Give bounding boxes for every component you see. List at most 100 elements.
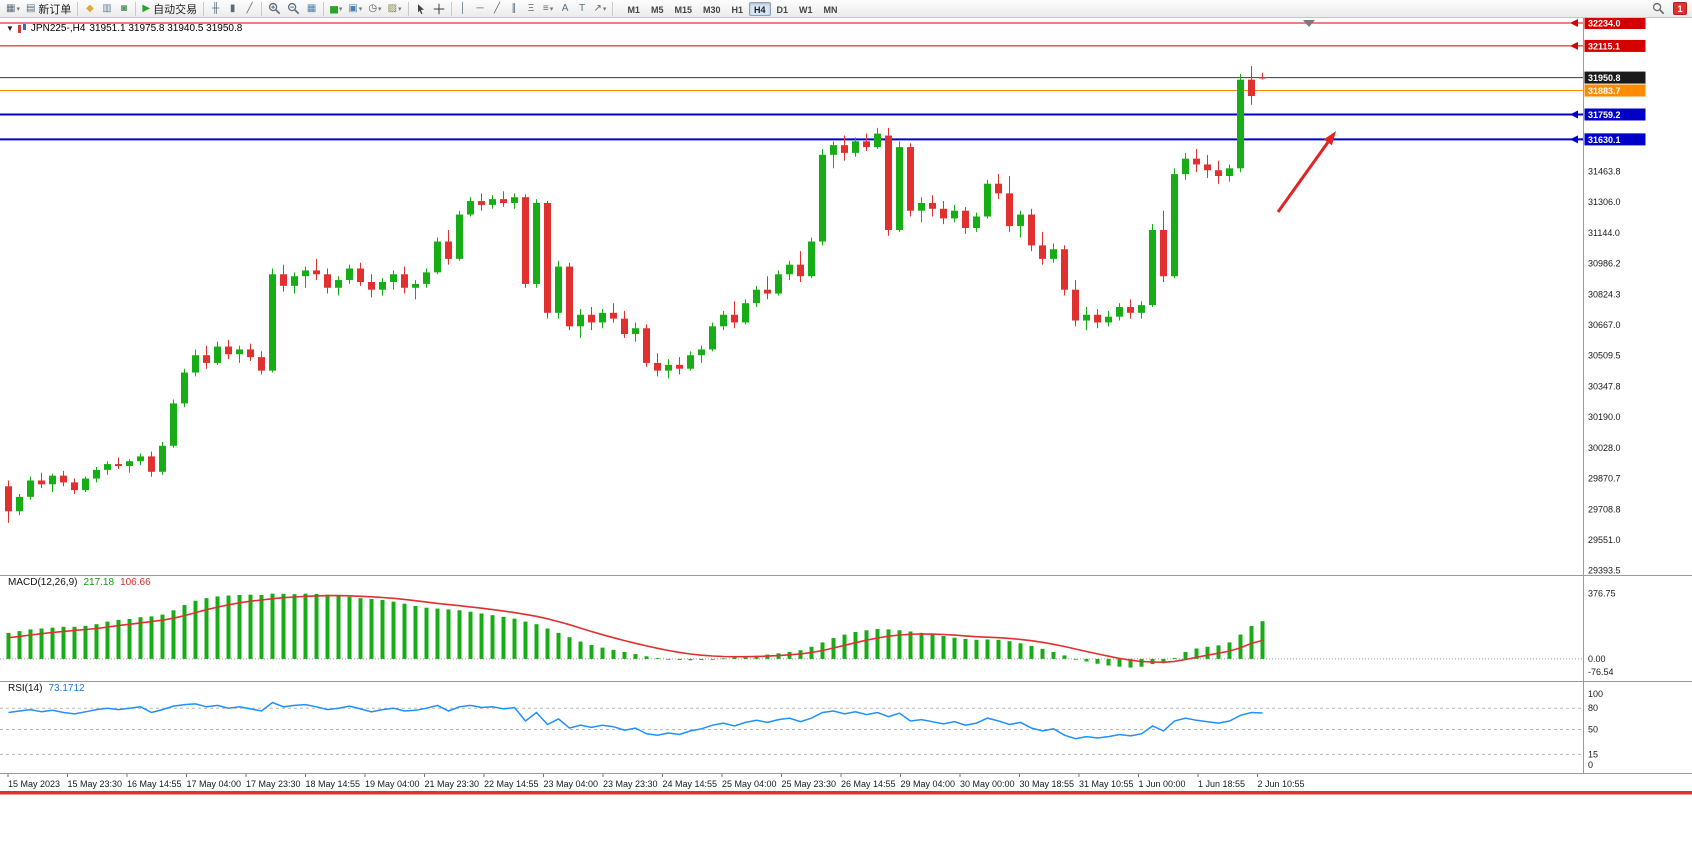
macd-main-value: 217.18 <box>83 577 115 588</box>
candle-body <box>775 274 782 294</box>
candle-body <box>467 201 474 215</box>
timeframe-m5-button[interactable]: M5 <box>650 4 664 15</box>
macd-axis-label: -76.54 <box>1588 667 1614 677</box>
macd-pane[interactable] <box>0 593 1583 668</box>
new-order-button[interactable]: ▤ 新订单 <box>23 1 74 17</box>
indicators-button[interactable]: ▅ ▾ <box>327 1 345 17</box>
candle-body <box>335 280 342 288</box>
macd-histogram-bar <box>402 603 407 659</box>
templates-button[interactable]: ▨ ▾ <box>385 1 405 17</box>
line-chart-icon: ╱ <box>246 2 253 14</box>
price-tag[interactable]: 31759.2 <box>1584 108 1646 121</box>
time-axis-label: 23 May 23:30 <box>603 779 658 789</box>
tile-windows-button[interactable]: ▦ <box>303 1 320 17</box>
candles <box>5 66 1266 523</box>
macd-histogram-bar <box>1018 643 1023 659</box>
time-axis-label: 15 May 2023 <box>8 779 60 789</box>
price-axis-label: 29551.0 <box>1588 535 1621 545</box>
zoom-out-button[interactable] <box>284 1 303 17</box>
candle-body <box>434 241 441 273</box>
indicator-list-button[interactable]: ▣ ▾ <box>345 1 365 17</box>
chart-ohlc-text: 31951.1 31975.8 31940.5 31950.8 <box>89 23 243 34</box>
notification-badge[interactable]: 1 <box>1673 2 1687 15</box>
pane-borders[interactable] <box>0 18 1692 774</box>
price-tag[interactable]: 32115.1 <box>1584 39 1646 52</box>
macd-histogram-bar <box>1205 646 1210 659</box>
macd-histogram-bar <box>655 658 660 659</box>
trendline-button[interactable]: ╱ <box>489 1 506 17</box>
toolbar-separator <box>77 1 79 16</box>
macd-histogram-bar <box>490 615 495 659</box>
candle-body <box>1006 193 1013 227</box>
candle-body <box>60 475 67 483</box>
candle-body <box>357 268 364 282</box>
rsi-pane[interactable] <box>0 701 1583 755</box>
macd-histogram-bar <box>127 618 132 659</box>
periods-button[interactable]: ◷ ▾ <box>365 1 384 17</box>
candle-body <box>137 456 144 462</box>
search-button[interactable] <box>1649 1 1668 17</box>
candle-body <box>346 268 353 281</box>
price-axis-label: 31463.8 <box>1588 166 1621 176</box>
time-axis-label: 25 May 04:00 <box>722 779 777 789</box>
macd-histogram-bar <box>545 628 550 659</box>
timeframe-w1-button[interactable]: W1 <box>799 4 813 15</box>
time-axis-label: 24 May 14:55 <box>663 779 718 789</box>
candle-body <box>1028 214 1035 246</box>
chart-shift-marker-icon[interactable] <box>1303 20 1315 27</box>
text-icon: A <box>561 2 569 14</box>
market-watch-button[interactable]: ▥ <box>98 1 115 17</box>
arrow-annotation[interactable] <box>1276 131 1336 213</box>
chart-symbol-text: JPN225-,H4 <box>30 23 86 34</box>
fibonacci-button[interactable]: Ξ <box>523 1 540 17</box>
horizontal-line-button[interactable]: ─ <box>472 1 489 17</box>
new-chart-button[interactable]: ▦ ▾ <box>3 1 23 17</box>
macd-histogram-bar <box>567 637 572 659</box>
time-axis[interactable]: 15 May 2023 15 May 23:30 16 May 14:55 17 Ma… <box>7 774 1305 789</box>
vertical-line-button[interactable]: │ <box>455 1 472 17</box>
timeframe-m1-button[interactable]: M1 <box>627 4 640 15</box>
candle-body <box>379 281 386 290</box>
price-axis[interactable]: 31463.8 31306.0 31144.0 30986.2 30824.3 30667… <box>1584 17 1646 770</box>
arrows-button[interactable]: ↗ ▾ <box>591 1 610 17</box>
timeframe-m30-button[interactable]: M30 <box>702 4 721 15</box>
cursor-button[interactable] <box>412 1 430 17</box>
navigator-button[interactable]: ◙ <box>115 1 132 17</box>
one-click-collapse-arrow[interactable]: ▼ <box>6 24 14 33</box>
toolbar: ▦ ▾ ▤ 新订单 ◆ ▥ ◙ ▶ 自动交易 ╫ ▮ ╱ ▦ ▅ ▾ ▣ ▾ ◷ ▾ ▨ ▾ │ ─ ╱ ∥ Ξ ≡ ▾ A T ↗ ▾ M1 M… <box>0 0 1692 18</box>
line-chart-button[interactable]: ╱ <box>241 1 258 17</box>
shapes-button[interactable]: ≡ ▾ <box>540 1 557 17</box>
price-axis-label: 31306.0 <box>1588 197 1621 207</box>
timeframe-d1-button[interactable]: D1 <box>776 4 789 15</box>
label-button[interactable]: T <box>574 1 591 17</box>
macd-histogram-bar <box>149 616 154 659</box>
macd-histogram-bar <box>1106 658 1111 666</box>
horizontal-level-lines[interactable] <box>0 19 1583 144</box>
price-tag[interactable]: 32234.0 <box>1584 17 1646 30</box>
timeframe-mn-button[interactable]: MN <box>823 4 838 15</box>
macd-histogram-bar <box>270 593 275 659</box>
price-tag[interactable]: 31883.7 <box>1584 84 1646 97</box>
toolbar-separator <box>450 1 452 16</box>
zoom-in-button[interactable] <box>265 1 284 17</box>
svg-text:31950.8: 31950.8 <box>1588 73 1621 83</box>
crosshair-button[interactable] <box>430 1 448 17</box>
channel-button[interactable]: ∥ <box>506 1 523 17</box>
current-price-tag[interactable]: 31950.8 <box>1584 71 1646 84</box>
price-tag[interactable]: 31630.1 <box>1584 133 1646 146</box>
toolbar-separator <box>203 1 205 16</box>
text-button[interactable]: A <box>557 1 574 17</box>
price-axis-label: 30667.0 <box>1588 320 1621 330</box>
macd-histogram-bar <box>754 655 759 659</box>
profiles-button[interactable]: ◆ <box>81 1 98 17</box>
indicators-icon: ▅ <box>330 2 338 14</box>
timeframe-m15-button[interactable]: M15 <box>674 4 692 15</box>
timeframe-h4-button[interactable]: H4 <box>749 1 771 16</box>
candle-body <box>1171 174 1178 277</box>
bars-chart-button[interactable]: ╫ <box>207 1 224 17</box>
timeframe-h1-button[interactable]: H1 <box>731 4 744 15</box>
macd-histogram-bar <box>974 639 979 659</box>
autotrade-button[interactable]: ▶ 自动交易 <box>139 1 200 17</box>
candles-chart-button[interactable]: ▮ <box>224 1 241 17</box>
